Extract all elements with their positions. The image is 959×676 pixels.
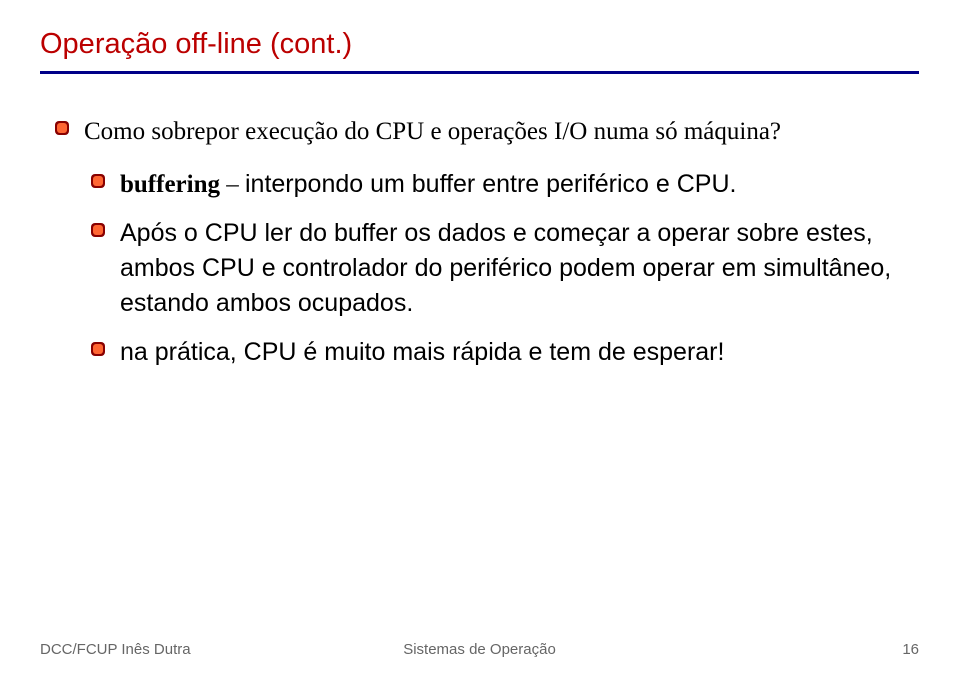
slide-title: Operação off-line (cont.) — [40, 28, 919, 61]
bullet-prefix-strong: buffering — [120, 171, 220, 198]
footer-right: 16 — [902, 641, 919, 658]
bullet-item: Após o CPU ler do buffer os dados e come… — [54, 216, 919, 321]
bullet-text: na prática, CPU é muito mais rápida e te… — [120, 335, 724, 370]
bullet-icon — [90, 173, 106, 189]
slide-content: Como sobrepor execução do CPU e operaçõe… — [40, 114, 919, 370]
bullet-item: buffering – interpondo um buffer entre p… — [54, 167, 919, 202]
bullet-text: Como sobrepor execução do CPU e operaçõe… — [84, 114, 781, 149]
bullet-icon — [90, 341, 106, 357]
bullet-text: Após o CPU ler do buffer os dados e come… — [120, 216, 919, 321]
bullet-item: na prática, CPU é muito mais rápida e te… — [54, 335, 919, 370]
bullet-text: buffering – interpondo um buffer entre p… — [120, 167, 736, 202]
bullet-prefix-tail: – — [220, 171, 245, 198]
footer-center: Sistemas de Operação — [403, 641, 556, 658]
footer-left: DCC/FCUP Inês Dutra — [40, 641, 191, 658]
bullet-icon — [54, 120, 70, 136]
bullet-item: Como sobrepor execução do CPU e operaçõe… — [54, 114, 919, 149]
bullet-rest: interpondo um buffer entre periférico e … — [245, 170, 736, 198]
bullet-icon — [90, 222, 106, 238]
title-underline — [40, 71, 919, 74]
footer: DCC/FCUP Inês Dutra Sistemas de Operação… — [40, 641, 919, 658]
